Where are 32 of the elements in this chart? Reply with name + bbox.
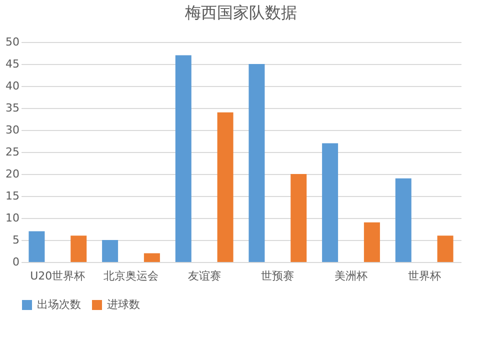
x-tick-label: 友谊赛 [188, 270, 221, 282]
bar [175, 55, 192, 262]
bar [290, 174, 307, 262]
bar [437, 236, 454, 262]
bar [70, 236, 87, 262]
bar [395, 178, 412, 262]
bar [28, 231, 45, 262]
bar [217, 112, 234, 262]
bar [144, 253, 160, 262]
x-tick-label: 世界杯 [408, 270, 441, 282]
bar [248, 64, 265, 262]
bar [364, 222, 380, 262]
x-tick-label: 北京奥运会 [104, 270, 158, 282]
y-tick-label: 50 [6, 36, 20, 48]
y-tick-label: 45 [6, 58, 20, 70]
y-tick-label: 30 [6, 124, 20, 136]
legend-label: 进球数 [107, 298, 140, 311]
bar [102, 240, 118, 262]
y-tick-label: 20 [6, 168, 20, 180]
y-tick-label: 10 [6, 212, 20, 224]
y-tick-label: 0 [12, 256, 20, 268]
y-tick-label: 25 [6, 146, 20, 158]
x-tick-label: U20世界杯 [30, 270, 86, 282]
bar [322, 143, 338, 262]
y-tick-label: 35 [6, 102, 20, 114]
y-tick-label: 15 [6, 190, 20, 202]
x-tick-label: 美洲杯 [334, 270, 368, 282]
y-tick-label: 5 [12, 234, 20, 246]
chart-title: 梅西国家队数据 [184, 3, 297, 22]
y-tick-label: 40 [6, 80, 20, 92]
legend-label: 出场次数 [37, 298, 81, 311]
x-tick-label: 世预赛 [261, 270, 294, 282]
